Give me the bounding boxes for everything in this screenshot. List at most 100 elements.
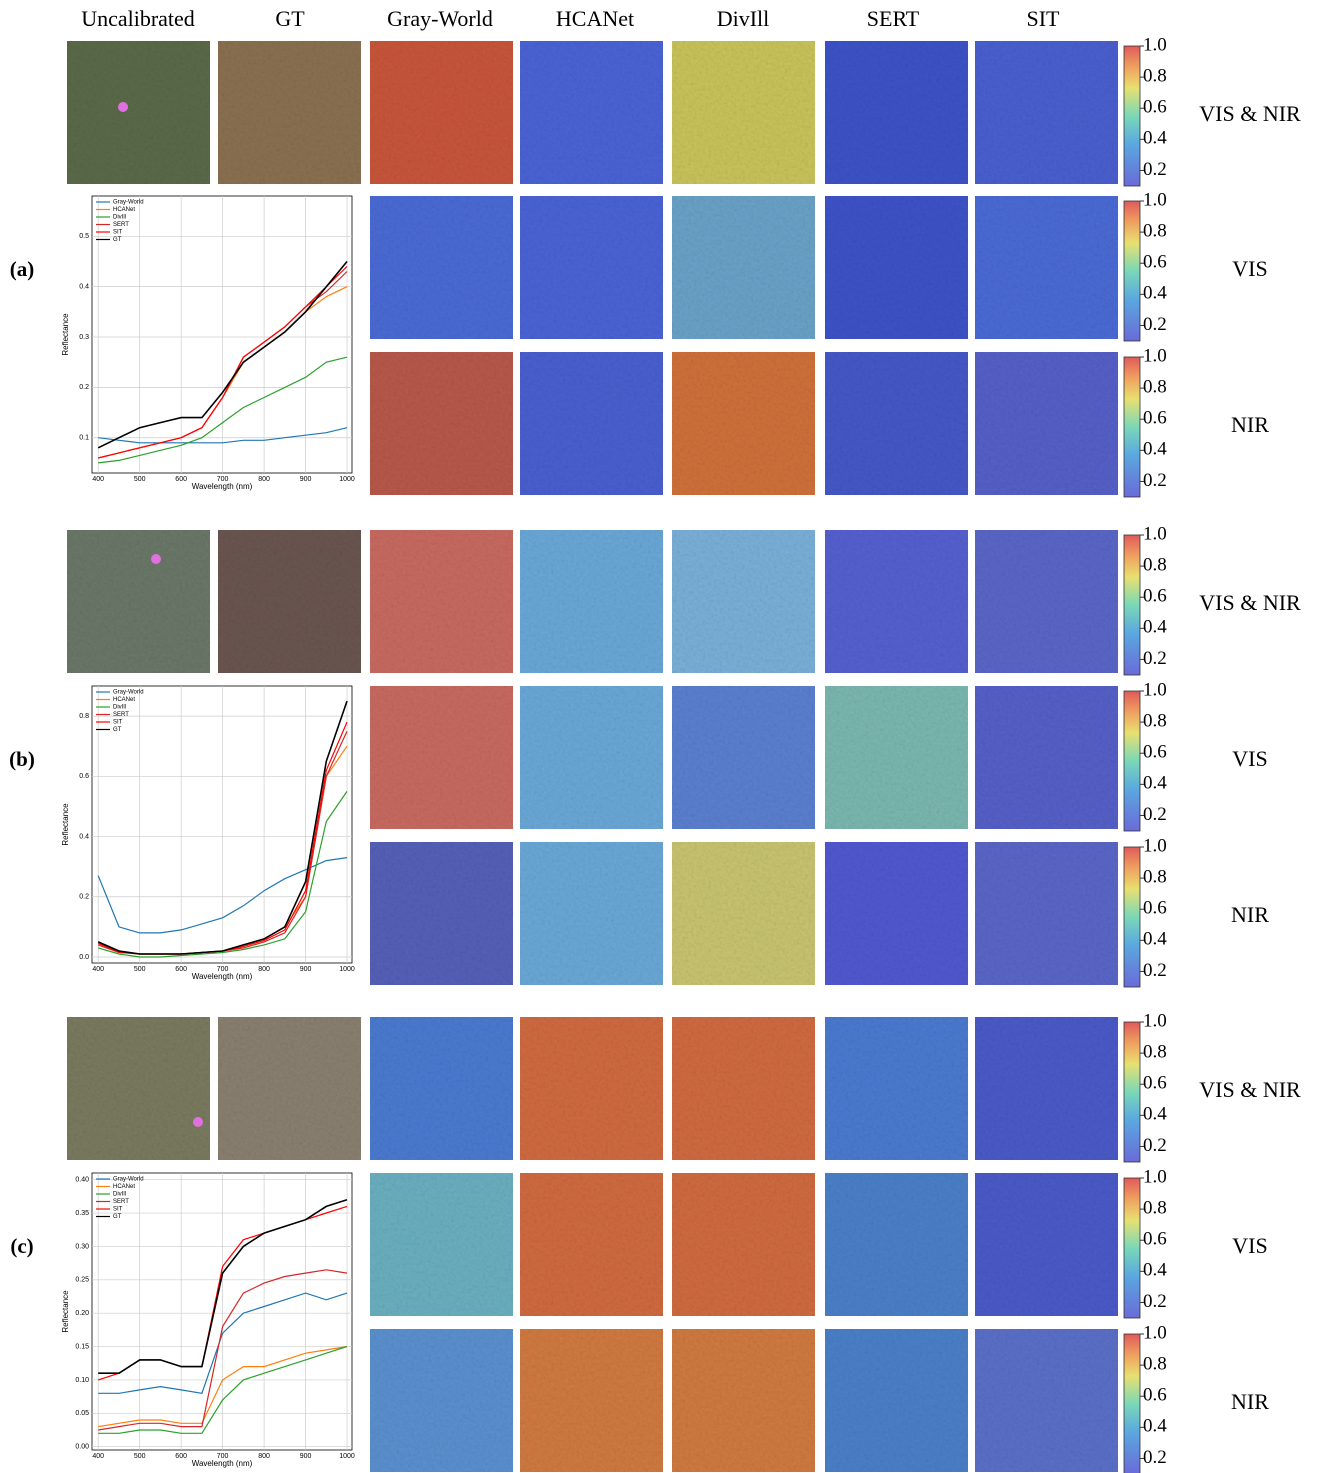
column-header: HCANet (556, 6, 634, 31)
x-tick-label: 500 (134, 476, 146, 483)
colorbar (1123, 690, 1141, 832)
legend-label: SIT (113, 230, 123, 236)
colorbar-tick-label: 0.2 (1143, 960, 1167, 981)
colorbar-tick-label: 1.0 (1143, 34, 1167, 55)
error-map-texture (975, 196, 1118, 339)
colorbar-tick-label: 0.8 (1143, 1041, 1167, 1062)
legend-label: HCANet (113, 697, 135, 703)
series-line (98, 356, 348, 464)
x-tick-label: 600 (175, 1453, 187, 1460)
series-line (98, 1198, 348, 1374)
colorbar (1123, 534, 1141, 676)
colorbar-tick-label: 0.6 (1143, 1073, 1167, 1094)
colorbar-tick-label: 0.6 (1143, 97, 1167, 118)
x-tick-label: 800 (258, 966, 270, 973)
error-map-texture (825, 196, 968, 339)
colorbar-tick-label: 0.8 (1143, 220, 1167, 241)
colorbar-tick-label: 0.2 (1143, 1291, 1167, 1312)
legend-label: Gray-World (113, 200, 144, 206)
y-axis-label: Reflectance (61, 803, 70, 846)
legend-label: GT (113, 237, 122, 243)
plot-area (91, 195, 353, 474)
error-map-texture (520, 1329, 663, 1472)
colorbar (1123, 1177, 1141, 1319)
band-label: VIS & NIR (1199, 101, 1301, 126)
plot-area (91, 685, 353, 964)
error-map-texture (370, 530, 513, 673)
y-tick-label: 0.40 (75, 1177, 89, 1184)
series-line (98, 1345, 348, 1428)
error-map-texture (370, 352, 513, 495)
y-tick-label: 0.0 (79, 954, 89, 961)
x-tick-label: 1000 (339, 1453, 355, 1460)
x-tick-label: 400 (92, 476, 104, 483)
legend-label: Gray-World (113, 1177, 144, 1183)
legend-label: HCANet (113, 1184, 135, 1190)
error-map-texture (370, 1017, 513, 1160)
legend-label: SIT (113, 720, 123, 726)
error-map-texture (825, 686, 968, 829)
row-label: (a) (10, 257, 35, 281)
error-map-texture (825, 1329, 968, 1472)
error-map-texture (825, 352, 968, 495)
x-tick-label: 800 (258, 476, 270, 483)
error-map-texture (975, 1017, 1118, 1160)
x-tick-label: 900 (300, 1453, 312, 1460)
colorbar-tick-label: 0.6 (1143, 408, 1167, 429)
series-line (98, 1269, 348, 1431)
x-tick-label: 600 (175, 966, 187, 973)
gt-image-texture (218, 41, 361, 184)
error-map-texture (825, 41, 968, 184)
error-map-texture (672, 196, 815, 339)
x-axis-label: Wavelength (nm) (192, 972, 253, 981)
row-label: (c) (10, 1234, 33, 1258)
y-tick-label: 0.4 (79, 833, 89, 840)
error-map-texture (520, 686, 663, 829)
x-tick-label: 500 (134, 1453, 146, 1460)
error-map-texture (975, 686, 1118, 829)
series-line (98, 791, 348, 958)
x-tick-label: 700 (217, 966, 229, 973)
band-label: VIS & NIR (1199, 1077, 1301, 1102)
legend-label: SERT (113, 712, 129, 718)
legend-label: GT (113, 727, 122, 733)
x-tick-label: 400 (92, 966, 104, 973)
colorbar-tick-label: 0.6 (1143, 586, 1167, 607)
colorbar-tick-label: 0.4 (1143, 929, 1167, 950)
y-tick-label: 0.00 (75, 1444, 89, 1451)
error-map-texture (975, 1173, 1118, 1316)
x-tick-label: 900 (300, 476, 312, 483)
colorbar-tick-label: 1.0 (1143, 1166, 1167, 1187)
x-axis-label: Wavelength (nm) (192, 1459, 253, 1468)
colorbar-tick-label: 0.8 (1143, 376, 1167, 397)
error-map-texture (975, 1329, 1118, 1472)
colorbar-tick-label: 0.8 (1143, 866, 1167, 887)
series-line (97, 700, 348, 955)
y-tick-label: 0.4 (79, 283, 89, 290)
colorbar-tick-label: 0.8 (1143, 1353, 1167, 1374)
column-header: SIT (1027, 6, 1061, 31)
y-tick-label: 0.15 (75, 1343, 89, 1350)
band-label: NIR (1231, 902, 1269, 927)
legend-label: SERT (113, 1199, 129, 1205)
x-tick-label: 700 (217, 476, 229, 483)
error-map-texture (520, 1017, 663, 1160)
series-line (97, 260, 348, 449)
x-tick-label: 700 (217, 1453, 229, 1460)
legend-label: HCANet (113, 207, 135, 213)
y-tick-label: 0.8 (79, 713, 89, 720)
colorbar-tick-label: 0.8 (1143, 65, 1167, 86)
legend-label: SERT (113, 222, 129, 228)
series-line (98, 427, 348, 444)
x-tick-label: 400 (92, 1453, 104, 1460)
colorbar-tick-label: 0.4 (1143, 283, 1167, 304)
band-label: VIS (1232, 746, 1267, 771)
colorbar-tick-label: 0.6 (1143, 1229, 1167, 1250)
input-image-texture (67, 41, 210, 184)
sample-point (118, 102, 128, 112)
colorbar-tick-label: 1.0 (1143, 189, 1167, 210)
y-tick-label: 0.35 (75, 1210, 89, 1217)
colorbar-tick-label: 1.0 (1143, 835, 1167, 856)
colorbar-tick-label: 0.4 (1143, 617, 1167, 638)
y-tick-label: 0.05 (75, 1410, 89, 1417)
